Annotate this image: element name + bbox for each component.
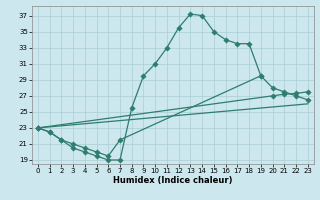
- X-axis label: Humidex (Indice chaleur): Humidex (Indice chaleur): [113, 176, 233, 185]
